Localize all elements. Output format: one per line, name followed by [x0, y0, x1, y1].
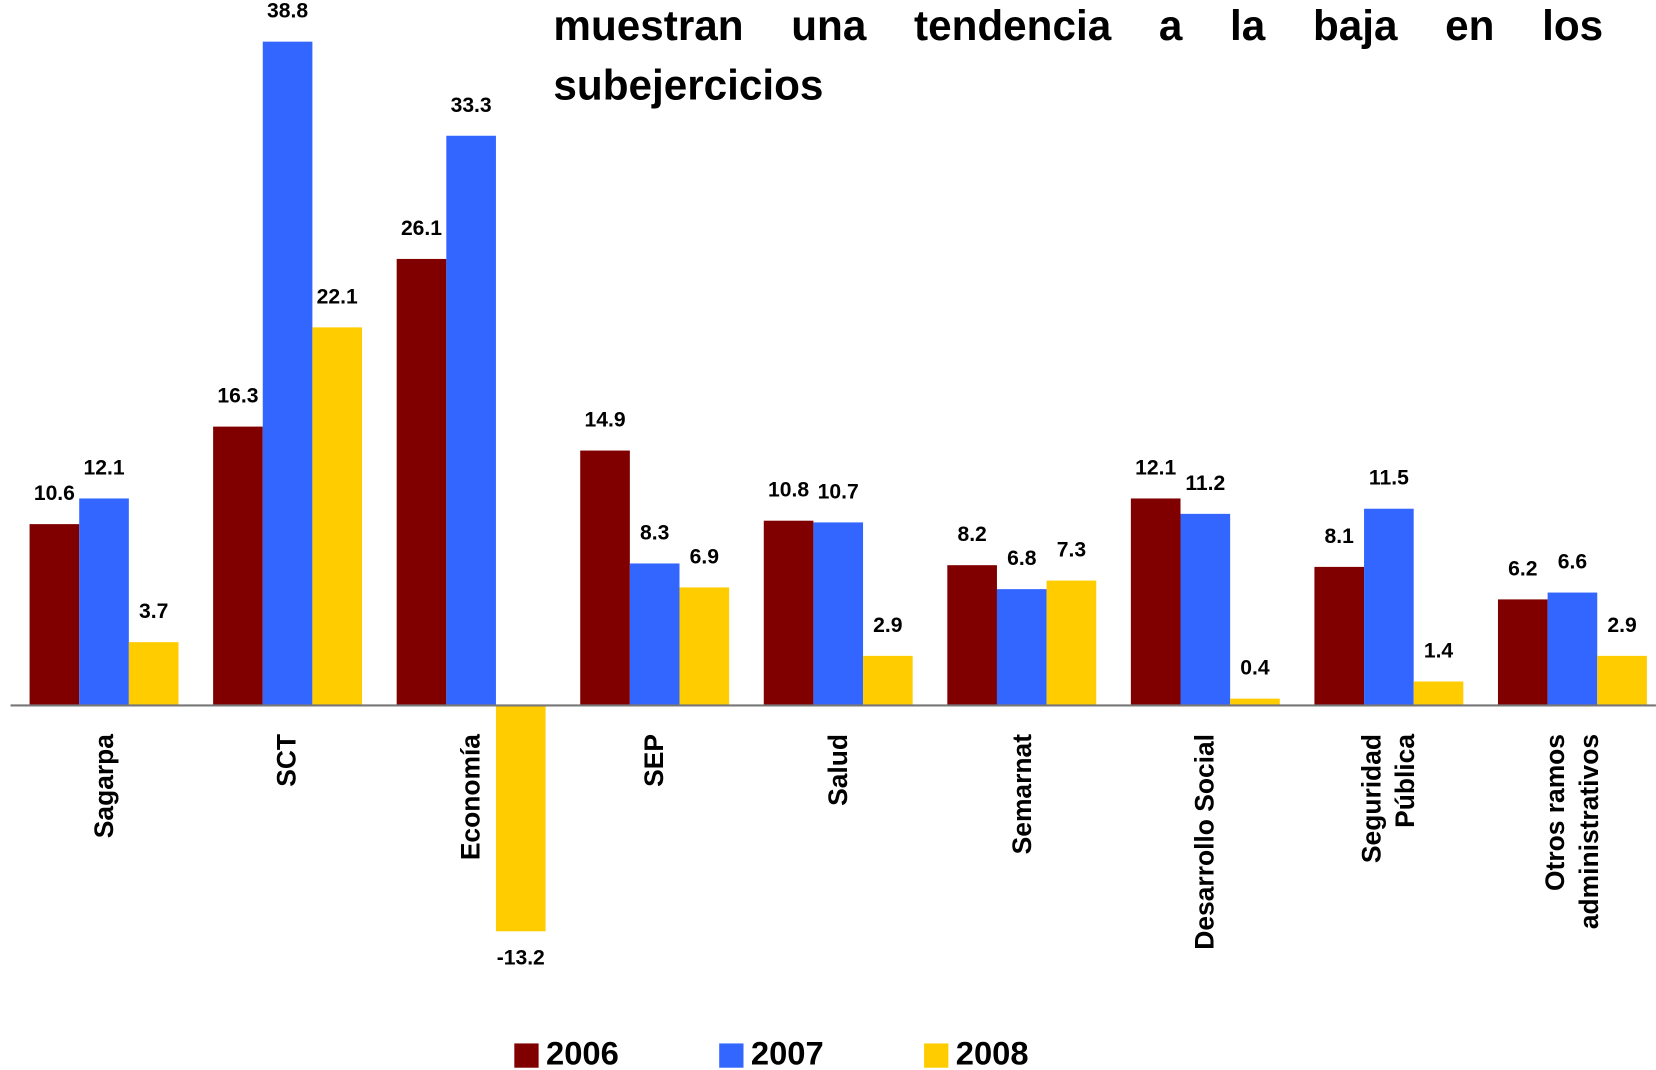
bar	[1230, 698, 1280, 706]
value-label: 10.8	[768, 479, 809, 502]
x-tick-label: Seguridad Pública	[1357, 733, 1421, 864]
legend-label: 2008	[956, 1035, 1029, 1070]
bar	[1314, 566, 1365, 706]
bar	[1413, 681, 1464, 706]
bar	[1597, 655, 1647, 706]
bar	[1497, 599, 1548, 706]
x-tick-label: Economía	[456, 733, 486, 861]
x-tick-label: Salud	[823, 733, 853, 806]
bar	[1364, 508, 1414, 706]
bar	[813, 522, 864, 706]
bar	[446, 135, 496, 706]
legend-swatch	[514, 1043, 539, 1068]
value-label: 0.4	[1240, 657, 1270, 680]
bar	[29, 524, 80, 706]
bar	[763, 520, 814, 706]
value-label: -13.2	[497, 946, 545, 969]
x-tick-label: Sagarpa	[89, 733, 119, 839]
value-label: 6.6	[1558, 551, 1587, 574]
x-tick-label: Desarrollo Social	[1190, 733, 1221, 950]
legend-label: 2006	[546, 1035, 619, 1070]
bar	[1180, 513, 1231, 706]
x-tick-label: Semarnat	[1006, 733, 1037, 855]
value-label: 11.5	[1369, 467, 1409, 490]
value-label: 10.6	[34, 482, 75, 505]
value-label: 12.1	[83, 456, 124, 479]
value-label: 6.8	[1007, 547, 1037, 570]
x-tick-label: SCT	[272, 733, 303, 787]
bar	[996, 589, 1047, 706]
value-label: 11.2	[1185, 472, 1225, 495]
value-label: 12.1	[1135, 456, 1176, 479]
chart-title: muestran una tendencia a la baja en los …	[553, 3, 1604, 109]
bar	[1547, 592, 1598, 706]
value-label: 22.1	[317, 285, 358, 308]
x-tick-label: SEP	[639, 733, 670, 787]
value-label: 3.7	[139, 600, 168, 623]
x-tick-label: Otros ramos administrativos	[1540, 733, 1605, 930]
bar	[629, 563, 680, 706]
value-label: 16.3	[217, 385, 258, 408]
legend-label: 2007	[751, 1035, 824, 1070]
bar	[679, 587, 730, 706]
bar	[396, 258, 447, 706]
bar	[863, 655, 913, 706]
value-label: 33.3	[451, 94, 492, 117]
bar	[128, 642, 179, 706]
legend-swatch	[924, 1043, 949, 1068]
bar	[495, 705, 546, 932]
value-label: 2.9	[873, 614, 902, 637]
value-label: 1.4	[1424, 640, 1454, 663]
value-label: 8.2	[957, 523, 986, 546]
bar	[1130, 498, 1181, 706]
value-label: 6.2	[1508, 557, 1537, 580]
bar	[947, 565, 997, 706]
value-label: 38.8	[267, 0, 308, 23]
value-label: 8.1	[1325, 525, 1355, 548]
bar	[312, 327, 363, 706]
value-label: 10.7	[818, 480, 859, 503]
bar	[1046, 580, 1097, 706]
bar	[79, 498, 129, 706]
value-label: 2.9	[1607, 614, 1636, 637]
value-label: 26.1	[401, 217, 442, 240]
bar	[580, 450, 630, 706]
value-label: 7.3	[1057, 539, 1086, 562]
value-label: 6.9	[690, 545, 719, 568]
value-label: 14.9	[584, 409, 625, 432]
value-label: 8.3	[640, 521, 669, 544]
legend-swatch	[719, 1043, 744, 1068]
bar	[262, 41, 313, 706]
bar	[213, 426, 263, 706]
